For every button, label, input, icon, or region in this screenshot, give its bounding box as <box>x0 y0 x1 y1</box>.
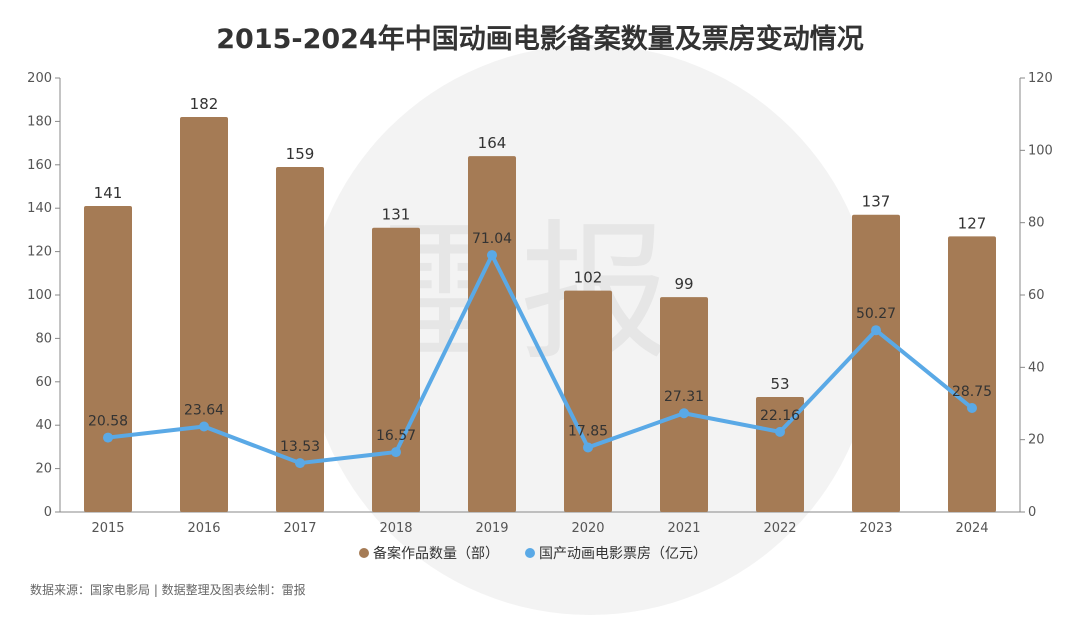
bar-value-label: 102 <box>574 269 603 287</box>
line-point <box>775 426 785 437</box>
left-tick-label: 20 <box>35 462 52 477</box>
line-series <box>103 250 977 469</box>
line-point <box>967 403 977 414</box>
bar <box>948 236 996 512</box>
bar-value-label: 131 <box>382 206 411 224</box>
line-value-label: 50.27 <box>856 306 896 322</box>
x-tick-label: 2017 <box>283 521 316 536</box>
line-value-label: 22.16 <box>760 408 800 424</box>
x-tick-label: 2024 <box>955 521 988 536</box>
bar-value-label: 141 <box>94 184 123 202</box>
line-point <box>103 432 113 443</box>
bar-value-label: 137 <box>862 193 891 211</box>
bar-series <box>84 117 996 513</box>
bar-value-label: 99 <box>674 275 693 293</box>
x-tick-label: 2020 <box>571 521 604 536</box>
legend: 备案作品数量（部） 国产动画电影票房（亿元） <box>359 545 707 562</box>
left-tick-label: 100 <box>27 288 52 303</box>
line-point <box>295 458 305 469</box>
line-point <box>391 447 401 458</box>
line-data-labels: 20.58 23.64 13.53 16.57 71.04 17.85 27.31 22.16… <box>88 231 992 455</box>
bar-value-label: 159 <box>286 145 315 163</box>
left-axis-ticks: 0 20 40 60 80 100 120 140 160 180 200 <box>27 71 60 520</box>
left-tick-label: 120 <box>27 245 52 260</box>
x-tick-label: 2018 <box>379 521 412 536</box>
x-tick-label: 2019 <box>475 521 508 536</box>
right-tick-label: 80 <box>1028 216 1045 231</box>
right-axis-ticks: 0 20 40 60 80 100 120 <box>1020 71 1053 520</box>
bar <box>84 206 132 512</box>
left-tick-label: 160 <box>27 158 52 173</box>
line-point <box>679 408 689 419</box>
legend-bar-label: 备案作品数量（部） <box>373 545 499 562</box>
line-path <box>107 253 974 466</box>
legend-line-marker <box>525 548 535 558</box>
right-tick-label: 20 <box>1028 433 1045 448</box>
line-point <box>583 442 593 453</box>
left-tick-label: 60 <box>35 375 52 390</box>
bar <box>372 227 420 513</box>
chart-title: 2015-2024年中国动画电影备案数量及票房变动情况 <box>216 23 864 55</box>
line-value-label: 20.58 <box>88 414 128 430</box>
right-tick-label: 120 <box>1028 71 1053 86</box>
x-tick-label: 2023 <box>859 521 892 536</box>
line-point <box>871 325 881 336</box>
line-value-label: 17.85 <box>568 423 608 439</box>
bar-value-label: 127 <box>958 214 987 232</box>
legend-line-label: 国产动画电影票房（亿元） <box>539 546 707 562</box>
legend-bar-marker <box>359 548 369 558</box>
line-value-label: 28.75 <box>952 384 992 400</box>
right-tick-label: 100 <box>1028 143 1053 158</box>
left-tick-label: 40 <box>35 418 52 433</box>
left-tick-label: 200 <box>27 71 52 86</box>
bar <box>468 156 516 512</box>
line-point <box>199 421 209 432</box>
bar-value-label: 53 <box>770 375 789 393</box>
line-value-label: 71.04 <box>472 231 512 247</box>
line-value-label: 16.57 <box>376 428 416 444</box>
bar <box>660 297 708 512</box>
x-tick-label: 2015 <box>91 521 124 536</box>
bar <box>852 214 900 512</box>
bar <box>180 117 228 512</box>
left-tick-label: 180 <box>27 114 52 129</box>
right-tick-label: 0 <box>1028 505 1036 520</box>
bar-data-labels: 141 182 159 131 164 102 99 53 137 127 <box>94 95 987 393</box>
bar-value-label: 182 <box>190 95 219 113</box>
right-tick-label: 40 <box>1028 360 1045 375</box>
left-tick-label: 0 <box>44 505 52 520</box>
left-tick-label: 80 <box>35 331 52 346</box>
right-tick-label: 60 <box>1028 288 1045 303</box>
bar <box>564 290 612 512</box>
x-axis-ticks: 2015 2016 2017 2018 2019 2020 2021 2022 2023 2024 <box>91 521 988 536</box>
bar-value-label: 164 <box>478 134 507 152</box>
x-tick-label: 2022 <box>763 521 796 536</box>
left-tick-label: 140 <box>27 201 52 216</box>
line-point <box>487 250 497 261</box>
line-value-label: 13.53 <box>280 439 320 455</box>
x-tick-label: 2016 <box>187 521 220 536</box>
bar <box>756 396 804 512</box>
bar <box>276 166 324 512</box>
source-note: 数据来源：国家电影局 | 数据整理及图表绘制：雷报 <box>30 582 306 597</box>
x-tick-label: 2021 <box>667 521 700 536</box>
line-value-label: 27.31 <box>664 389 704 405</box>
line-value-label: 23.64 <box>184 403 224 419</box>
